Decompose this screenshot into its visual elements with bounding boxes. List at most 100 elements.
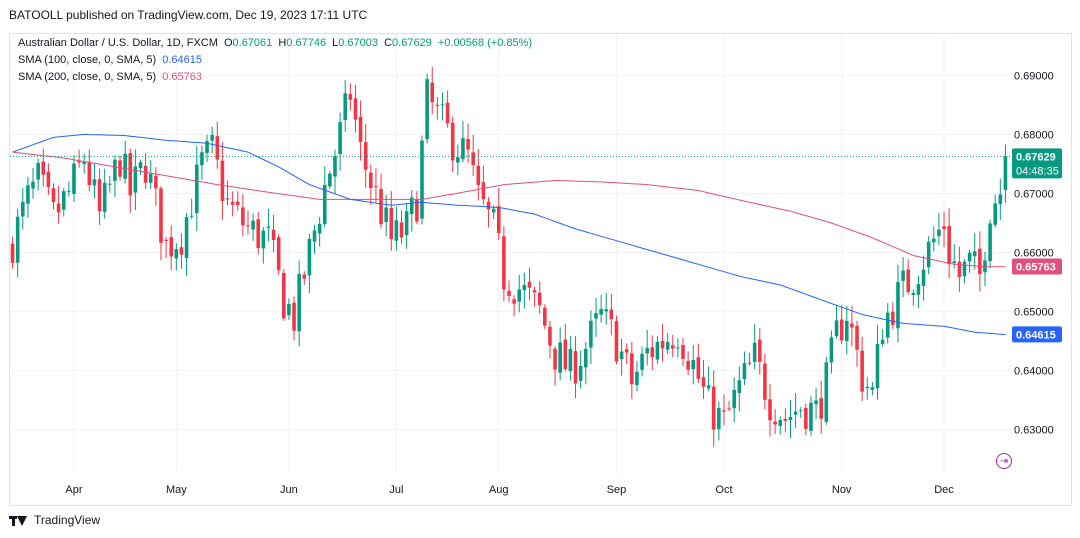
candle-body (241, 207, 245, 226)
candle-body (133, 166, 138, 193)
legend-low-value: 0.67003 (338, 37, 379, 49)
price-badge-label: 0.67629 (1016, 151, 1056, 163)
candle-body (466, 138, 470, 150)
candle-body (31, 181, 35, 189)
candle-body (844, 320, 849, 342)
legend-sma200-label: SMA (200, close, 0, SMA, 5) (18, 71, 157, 83)
candle-body (456, 157, 460, 163)
candle-body (763, 363, 767, 400)
publish-header: BATOOLL published on TradingView.com, De… (9, 8, 368, 22)
y-tick-label: 0.66000 (1014, 248, 1054, 260)
candle-body (747, 362, 752, 364)
candle-body (568, 348, 573, 372)
candle-body (435, 104, 440, 106)
legend-sma100-row[interactable]: SMA (100, close, 0, SMA, 5) 0.64615 (18, 52, 532, 69)
candle-body (512, 299, 516, 304)
candle-body (369, 172, 373, 188)
candle-body (558, 342, 562, 373)
candle-body (911, 292, 916, 295)
candle-body (46, 171, 51, 188)
y-tick-label: 0.68000 (1014, 129, 1054, 141)
x-tick-label: Oct (715, 484, 732, 496)
candle-body (502, 236, 506, 290)
legend-change: +0.00568 (+0.85%) (437, 37, 533, 49)
candle-body (589, 320, 593, 348)
candle-body (594, 313, 598, 319)
candle-body (860, 350, 864, 392)
candle-body (609, 309, 614, 320)
candle-body (384, 207, 388, 223)
candle-body (998, 194, 1003, 204)
price-badge-countdown: 04:48:35 (1016, 165, 1059, 177)
candle-body (931, 238, 936, 243)
candle-body (15, 216, 20, 263)
candle-body (307, 238, 312, 276)
candle-body (87, 161, 92, 186)
candle-body (993, 203, 997, 225)
x-tick-label: Sep (607, 484, 627, 496)
sma100-badge-label: 0.64615 (1016, 329, 1056, 341)
legend-low-label: L (332, 37, 339, 49)
candle-body (246, 225, 250, 227)
candle-body (338, 122, 342, 155)
candle-body (205, 141, 209, 153)
candle-body (292, 302, 296, 331)
candle-body (921, 269, 926, 286)
candle-body (717, 407, 721, 430)
candle-body (696, 357, 701, 379)
candle-body (225, 198, 230, 200)
candle-body (891, 311, 895, 325)
candle-body (481, 182, 486, 200)
candle-body (379, 189, 383, 225)
candle-body (461, 138, 465, 160)
candle-body (865, 387, 870, 389)
candle-body (742, 363, 747, 380)
legend-close-value: 0.67629 (392, 37, 432, 49)
candle-body (722, 410, 726, 412)
candle-body (804, 407, 808, 429)
x-tick-label: Dec (934, 484, 954, 496)
candle-body (358, 116, 363, 142)
candle-body (26, 185, 30, 204)
footer-brand: TradingView (34, 513, 101, 527)
candle-body (906, 269, 910, 293)
candle-body (353, 98, 358, 120)
x-tick-label: Apr (65, 484, 82, 496)
candle-body (839, 319, 844, 341)
candle-body (77, 160, 81, 163)
candle-body (532, 290, 537, 293)
candle-body (829, 337, 834, 363)
candle-body (215, 136, 220, 160)
scroll-to-realtime-icon[interactable]: ⇥ (996, 453, 1012, 469)
candle-body (450, 122, 455, 161)
candle-body (10, 243, 15, 263)
candle-body (271, 229, 276, 241)
legend-high-label: H (278, 37, 287, 49)
candle-body (686, 360, 690, 370)
y-tick-label: 0.63000 (1014, 425, 1054, 437)
candle-body (82, 162, 87, 165)
candle-body (118, 160, 122, 177)
candle-body (527, 281, 532, 288)
candle-body (880, 339, 885, 345)
candle-body (978, 248, 982, 275)
sma100-line (12, 133, 1006, 336)
legend-sma200-row[interactable]: SMA (200, close, 0, SMA, 5) 0.65763 (18, 69, 532, 86)
candle-body (814, 400, 818, 405)
candle-body (287, 303, 291, 316)
candle-body (901, 270, 905, 281)
candle-body (471, 152, 475, 166)
legend-sma200-value: 0.65763 (162, 71, 202, 83)
x-tick-label: May (166, 484, 187, 496)
candle-body (200, 152, 204, 166)
candle-body (394, 220, 399, 241)
candle-body (317, 223, 322, 234)
candle-body (737, 380, 742, 393)
tradingview-footer: TradingView (9, 513, 100, 527)
candle-body (635, 371, 639, 386)
sma100-badge-bg (1012, 326, 1062, 343)
candle-body (855, 325, 859, 350)
legend-close-label: C (384, 37, 393, 49)
candle-body (972, 251, 977, 257)
